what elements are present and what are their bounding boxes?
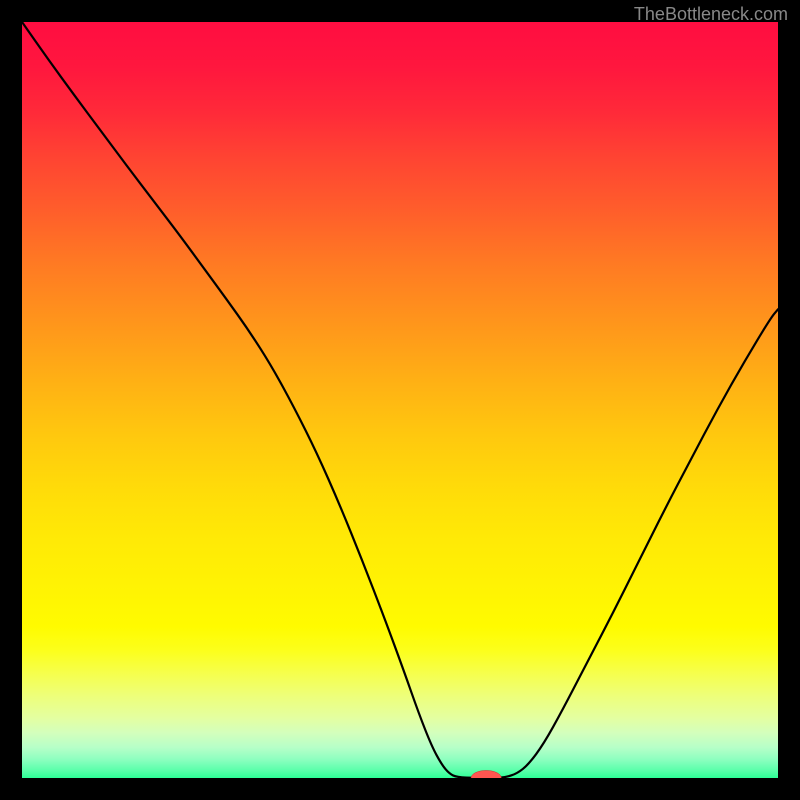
chart-background (22, 22, 778, 778)
watermark-text: TheBottleneck.com (634, 4, 788, 25)
chart-plot-area (22, 22, 778, 778)
chart-svg (22, 22, 778, 778)
